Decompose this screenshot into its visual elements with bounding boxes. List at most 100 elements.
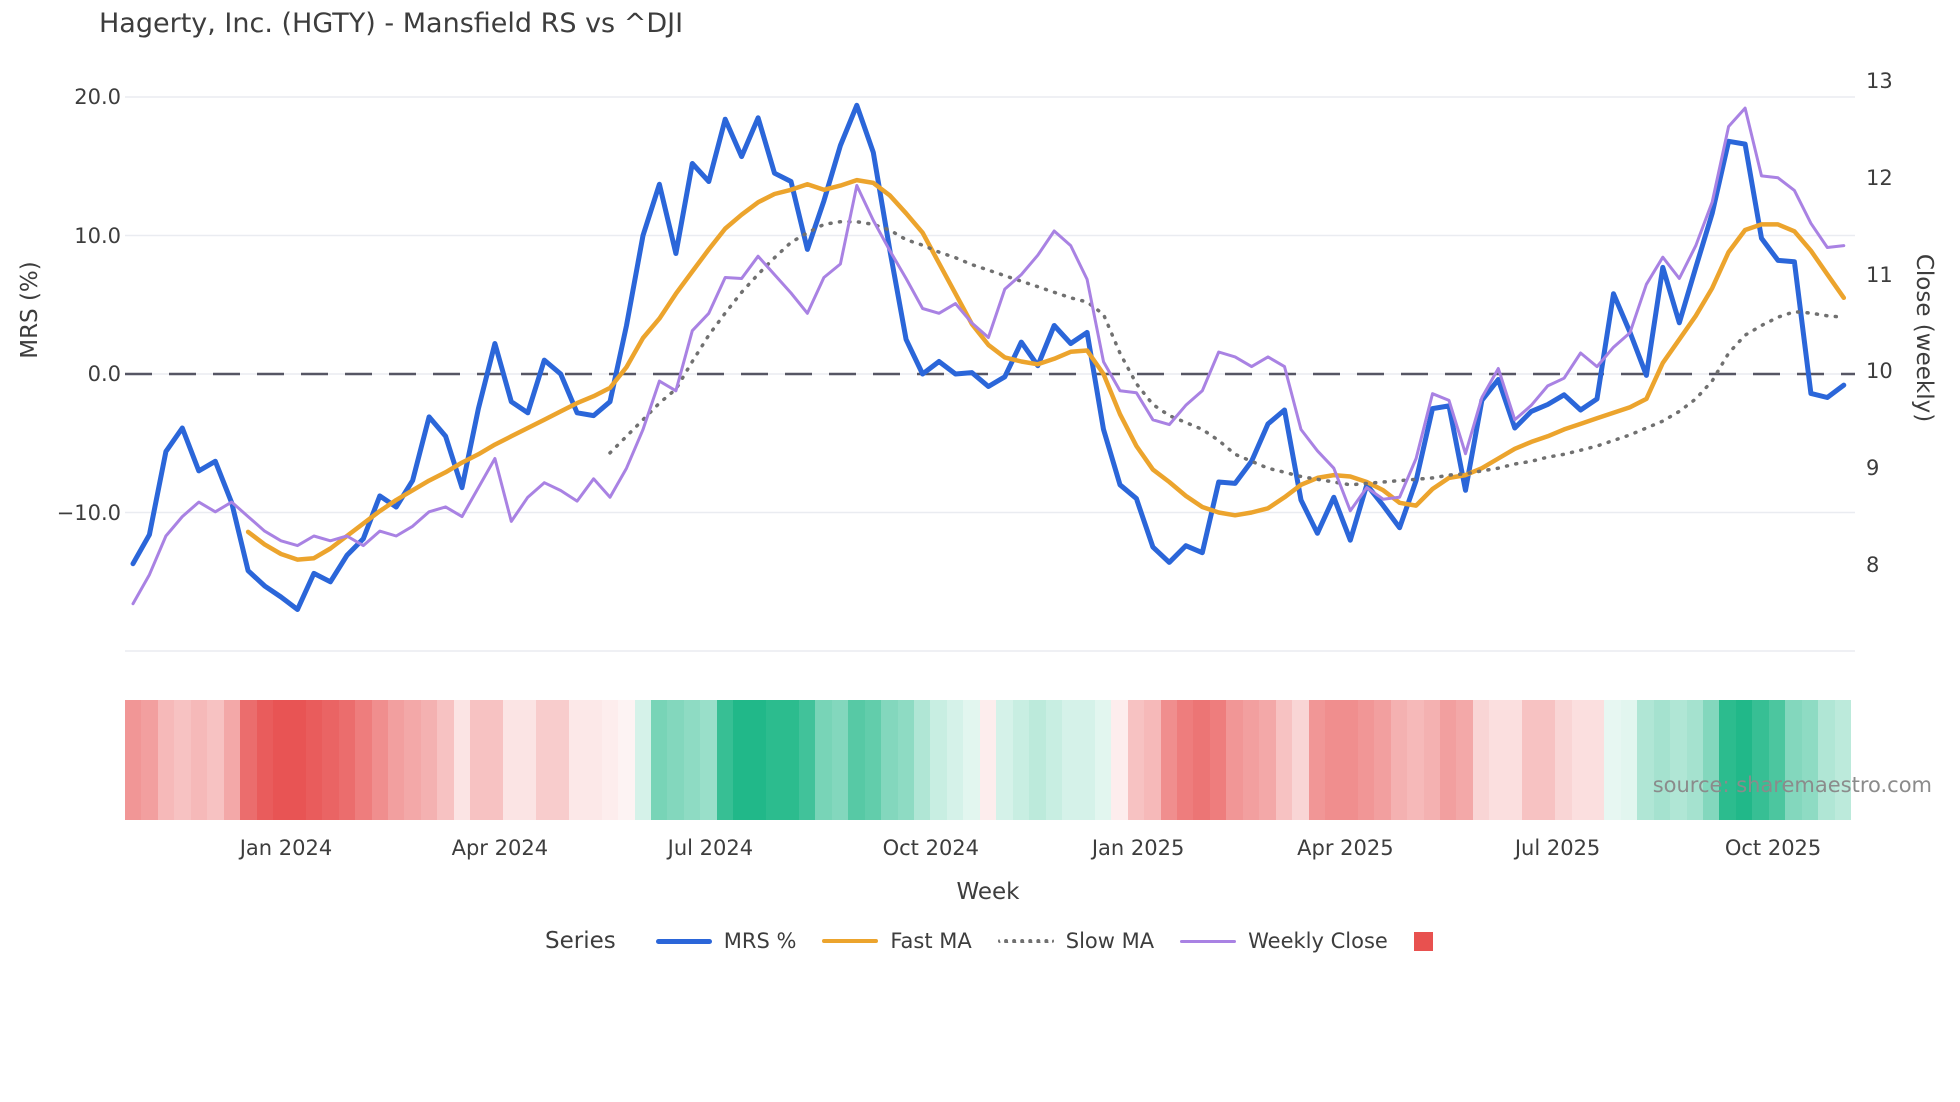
heatmap-cell (486, 700, 504, 820)
heatmap-cell (1456, 700, 1473, 820)
legend-item-weekly-close[interactable]: Weekly Close (1180, 929, 1388, 953)
heatmap-cell (141, 700, 158, 820)
heatmap-cell (1226, 700, 1243, 820)
heatmap-cell (388, 700, 405, 820)
heatmap-cell (1555, 700, 1572, 820)
x-tick-oct-2024: Oct 2024 (882, 836, 980, 860)
heatmap-cell (1735, 700, 1753, 820)
heatmap-cell (798, 700, 816, 820)
heatmap-cell (1259, 700, 1276, 820)
legend-series-title: Series (545, 928, 616, 954)
heatmap-cell (1587, 700, 1605, 820)
legend-swatch-dotted (997, 939, 1054, 943)
heatmap-cell (1275, 700, 1293, 820)
heatmap-cell (1686, 700, 1703, 820)
heatmap-cell (1752, 700, 1769, 820)
left-tick--10: −10.0 (56, 500, 121, 525)
heatmap-cell (338, 700, 356, 820)
heatmap-cell (519, 700, 536, 820)
legend-swatch-line (822, 939, 879, 943)
heatmap-cell (1472, 700, 1490, 820)
heatmap-cell (420, 700, 438, 820)
heatmap-cell (1538, 700, 1556, 820)
legend-swatch-square (1413, 931, 1433, 951)
heatmap-cell (1440, 700, 1457, 820)
heatmap-cell (1834, 700, 1851, 820)
right-tick-10: 10 (1866, 359, 1893, 384)
heatmap-cell (535, 700, 553, 820)
heatmap-cell (766, 700, 783, 820)
heatmap-cell (700, 700, 717, 820)
heatmap-cell (1489, 700, 1506, 820)
heatmap-cell (1801, 700, 1819, 820)
heatmap-cell (1390, 700, 1408, 820)
heatmap-cell (552, 700, 569, 820)
heatmap-cell (1012, 700, 1030, 820)
heatmap-cell (716, 700, 734, 820)
heatmap-cell (864, 700, 882, 820)
left-tick-10: 10.0 (74, 223, 121, 248)
heatmap-cell (1423, 700, 1440, 820)
heatmap-cell (1078, 700, 1095, 820)
legend-label: Slow MA (1065, 929, 1155, 953)
heatmap-cell (289, 700, 306, 820)
heatmap-cell (1357, 700, 1375, 820)
right-tick-12: 12 (1866, 165, 1893, 190)
legend-item-mrs-[interactable]: MRS % (655, 929, 796, 953)
heatmap-cell (1127, 700, 1145, 820)
heatmap-cell (1785, 700, 1802, 820)
heatmap-cell (1111, 700, 1128, 820)
page-title: Hagerty, Inc. (HGTY) - Mansfield RS vs ^… (99, 8, 684, 39)
mrs--line (130, 102, 1847, 612)
heatmap-cell (125, 700, 142, 820)
legend-label: Weekly Close (1248, 929, 1388, 953)
heatmap-cell (914, 700, 931, 820)
heatmap-cell (453, 700, 471, 820)
legend-swatch-line (1180, 939, 1237, 943)
heatmap-cell (1242, 700, 1260, 820)
heatmap-cell (1341, 700, 1358, 820)
heatmap-cell (503, 700, 520, 820)
legend-item-slow-ma[interactable]: Slow MA (997, 929, 1155, 953)
heatmap-cell (1094, 700, 1112, 820)
heatmap-cell (1620, 700, 1638, 820)
fast-ma-line (245, 177, 1847, 562)
heatmap-cell (683, 700, 701, 820)
x-axis-title: Week (956, 879, 1020, 905)
heatmap-cell (1160, 700, 1177, 820)
right-tick-13: 13 (1866, 69, 1893, 93)
heatmap-cell (963, 700, 980, 820)
right-tick-11: 11 (1866, 262, 1893, 287)
heatmap-cell (157, 700, 175, 820)
x-tick-jan-2024: Jan 2024 (239, 836, 333, 860)
x-tick-apr-2024: Apr 2024 (451, 836, 549, 860)
heatmap-cell (1308, 700, 1325, 820)
heatmap-cell (256, 700, 273, 820)
legend-item-heatmap[interactable] (1413, 931, 1433, 951)
heatmap-cell (470, 700, 487, 820)
heatmap-cell (585, 700, 602, 820)
heatmap-cell (568, 700, 586, 820)
heatmap-cell (404, 700, 421, 820)
heatmap-cell (437, 700, 454, 820)
legend-label: Fast MA (890, 929, 972, 953)
heatmap-cell (1144, 700, 1161, 820)
heatmap-cell (322, 700, 339, 820)
x-tick-apr-2025: Apr 2025 (1297, 836, 1394, 860)
heatmap-cell (1768, 700, 1786, 820)
heatmap-cell (1653, 700, 1671, 820)
heatmap-cell (733, 700, 750, 820)
heatmap-cell (223, 700, 241, 820)
heatmap-cell (305, 700, 323, 820)
legend-item-fast-ma[interactable]: Fast MA (822, 929, 972, 953)
heatmap-cell (1571, 700, 1588, 820)
source-credit: source: sharemaestro.com (1652, 773, 1932, 797)
heatmap-cell (881, 700, 898, 820)
heatmap-cell (1407, 700, 1424, 820)
heatmap-cell (240, 700, 257, 820)
heatmap-cell (848, 700, 865, 820)
heatmap-cell (1292, 700, 1309, 820)
heatmap-cell (1061, 700, 1079, 820)
heatmap-cell (815, 700, 832, 820)
